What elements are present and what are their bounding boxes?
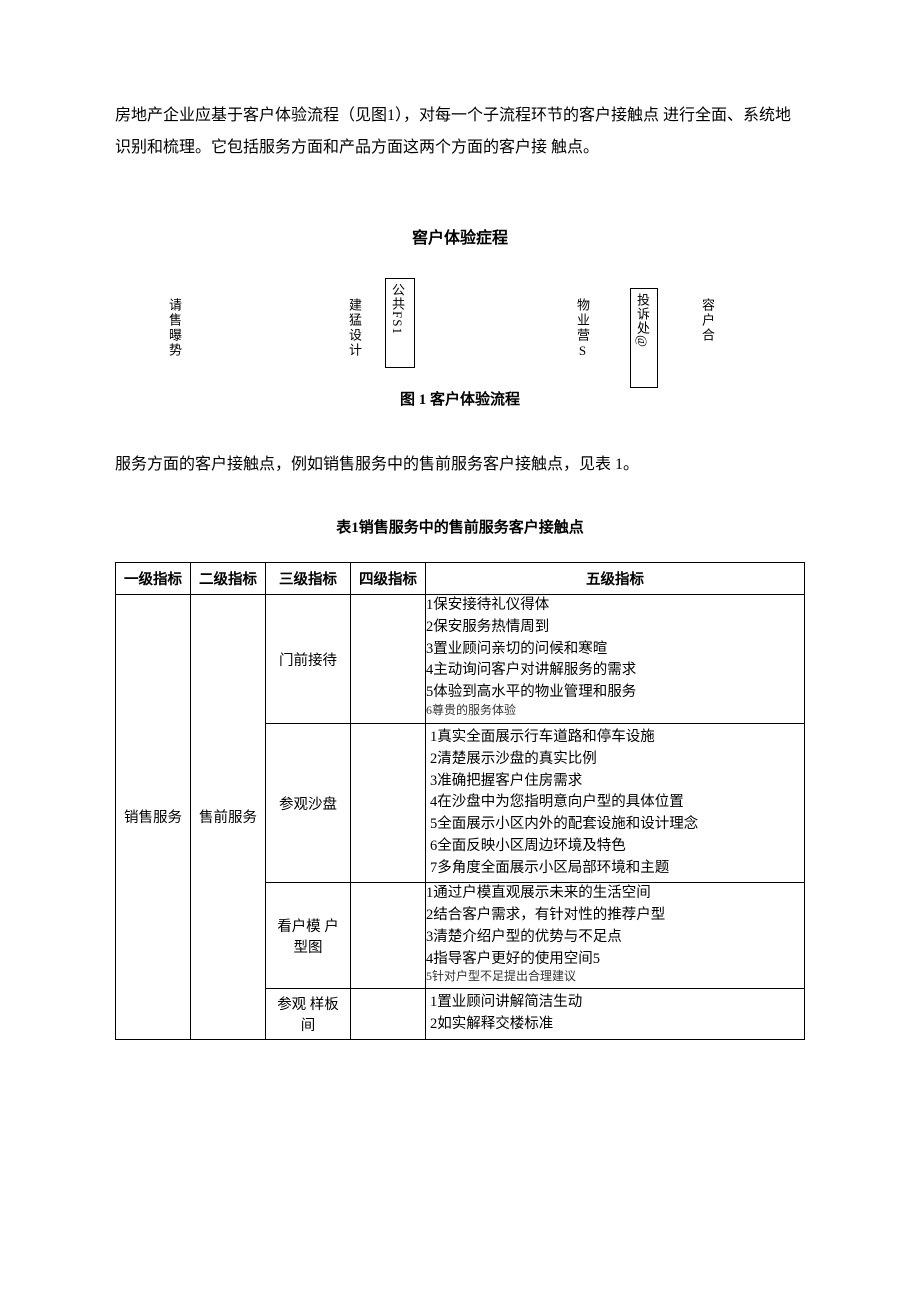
table-row: 销售服务 售前服务 门前接待 1保安接待礼仪得体 2保安服务热情周到 3置业顾问… [116, 595, 805, 724]
l5-item: 6全面反映小区周边环境及特色 [430, 836, 800, 858]
l5-item: 4在沙盘中为您指明意向户型的具体位置 [430, 792, 800, 814]
l5-item: 3置业顾问亲切的问候和寒暄 [426, 639, 804, 661]
flow-item-4: 物业营S [573, 298, 592, 360]
cell-l5: 1置业顾问讲解简洁生动 2如实解释交楼标准 [426, 989, 805, 1040]
l5-item: 5全面展示小区内外的配套设施和设计理念 [430, 814, 800, 836]
l5-item: 6尊贵的服务体验 [426, 704, 804, 717]
indicator-table: 一级指标 二级指标 三级指标 四级指标 五级指标 销售服务 售前服务 门前接待 … [115, 562, 805, 1040]
l5-item: 1真实全面展示行车道路和停车设施 [430, 727, 800, 749]
l5-item: 2保安服务热情周到 [426, 617, 804, 639]
l5-item: 5体验到高水平的物业管理和服务 [426, 682, 804, 704]
cell-l4 [351, 989, 426, 1040]
l5-item: 2如实解释交楼标准 [430, 1014, 800, 1036]
figure-caption: 图 1 客户体验流程 [115, 388, 805, 409]
th-level2: 二级指标 [191, 563, 266, 595]
flow-section-title: 窖户体验症程 [115, 224, 805, 248]
cell-l3: 参观 样板间 [266, 989, 351, 1040]
flow-box-3: 公共FS1 [385, 278, 415, 368]
th-level1: 一级指标 [116, 563, 191, 595]
cell-l5: 1通过户模直观展示未来的生活空间 2结合客户需求，有针对性的推荐户型 3清楚介绍… [426, 883, 805, 989]
cell-l3: 参观沙盘 [266, 724, 351, 883]
mid-paragraph: 服务方面的客户接触点，例如销售服务中的售前服务客户接触点，见表 1。 [115, 449, 805, 481]
th-level4: 四级指标 [351, 563, 426, 595]
flow-box-5: 投诉处@ [630, 288, 658, 388]
th-level5: 五级指标 [426, 563, 805, 595]
l5-item: 1置业顾问讲解简洁生动 [430, 992, 800, 1014]
flow-item-1: 请售曝势 [165, 298, 184, 358]
l5-item: 2结合客户需求，有针对性的推荐户型 [426, 905, 804, 927]
cell-l5: 1真实全面展示行车道路和停车设施 2清楚展示沙盘的真实比例 3准确把握客户住房需… [426, 724, 805, 883]
flow-item-2: 建猛设计 [345, 298, 364, 358]
th-level3: 三级指标 [266, 563, 351, 595]
cell-l3: 看户模 户型图 [266, 883, 351, 989]
cell-l4 [351, 724, 426, 883]
l5-item: 2清楚展示沙盘的真实比例 [430, 749, 800, 771]
intro-paragraph: 房地产企业应基于客户体验流程（见图1），对每一个子流程环节的客户接触点 进行全面… [115, 100, 805, 164]
l5-item: 5针对户型不足提出合理建议 [426, 970, 804, 983]
l5-item: 3准确把握客户住房需求 [430, 771, 800, 793]
table-title: 表1销售服务中的售前服务客户接触点 [115, 516, 805, 537]
cell-l4 [351, 595, 426, 724]
flow-item-6: 容户合 [698, 298, 717, 343]
cell-l3: 门前接待 [266, 595, 351, 724]
table-header-row: 一级指标 二级指标 三级指标 四级指标 五级指标 [116, 563, 805, 595]
flow-diagram: 请售曝势 建猛设计 公共FS1 物业营S 投诉处@ 容户合 [135, 278, 785, 378]
cell-l1: 销售服务 [116, 595, 191, 1040]
l5-item: 4主动询问客户对讲解服务的需求 [426, 660, 804, 682]
l5-item: 4指导客户更好的使用空间5 [426, 949, 804, 971]
l5-item: 7多角度全面展示小区局部环境和主题 [430, 858, 800, 880]
l5-item: 3清楚介绍户型的优势与不足点 [426, 927, 804, 949]
cell-l2: 售前服务 [191, 595, 266, 1040]
cell-l5: 1保安接待礼仪得体 2保安服务热情周到 3置业顾问亲切的问候和寒暄 4主动询问客… [426, 595, 805, 724]
cell-l4 [351, 883, 426, 989]
l5-item: 1保安接待礼仪得体 [426, 595, 804, 617]
l5-item: 1通过户模直观展示未来的生活空间 [426, 883, 804, 905]
